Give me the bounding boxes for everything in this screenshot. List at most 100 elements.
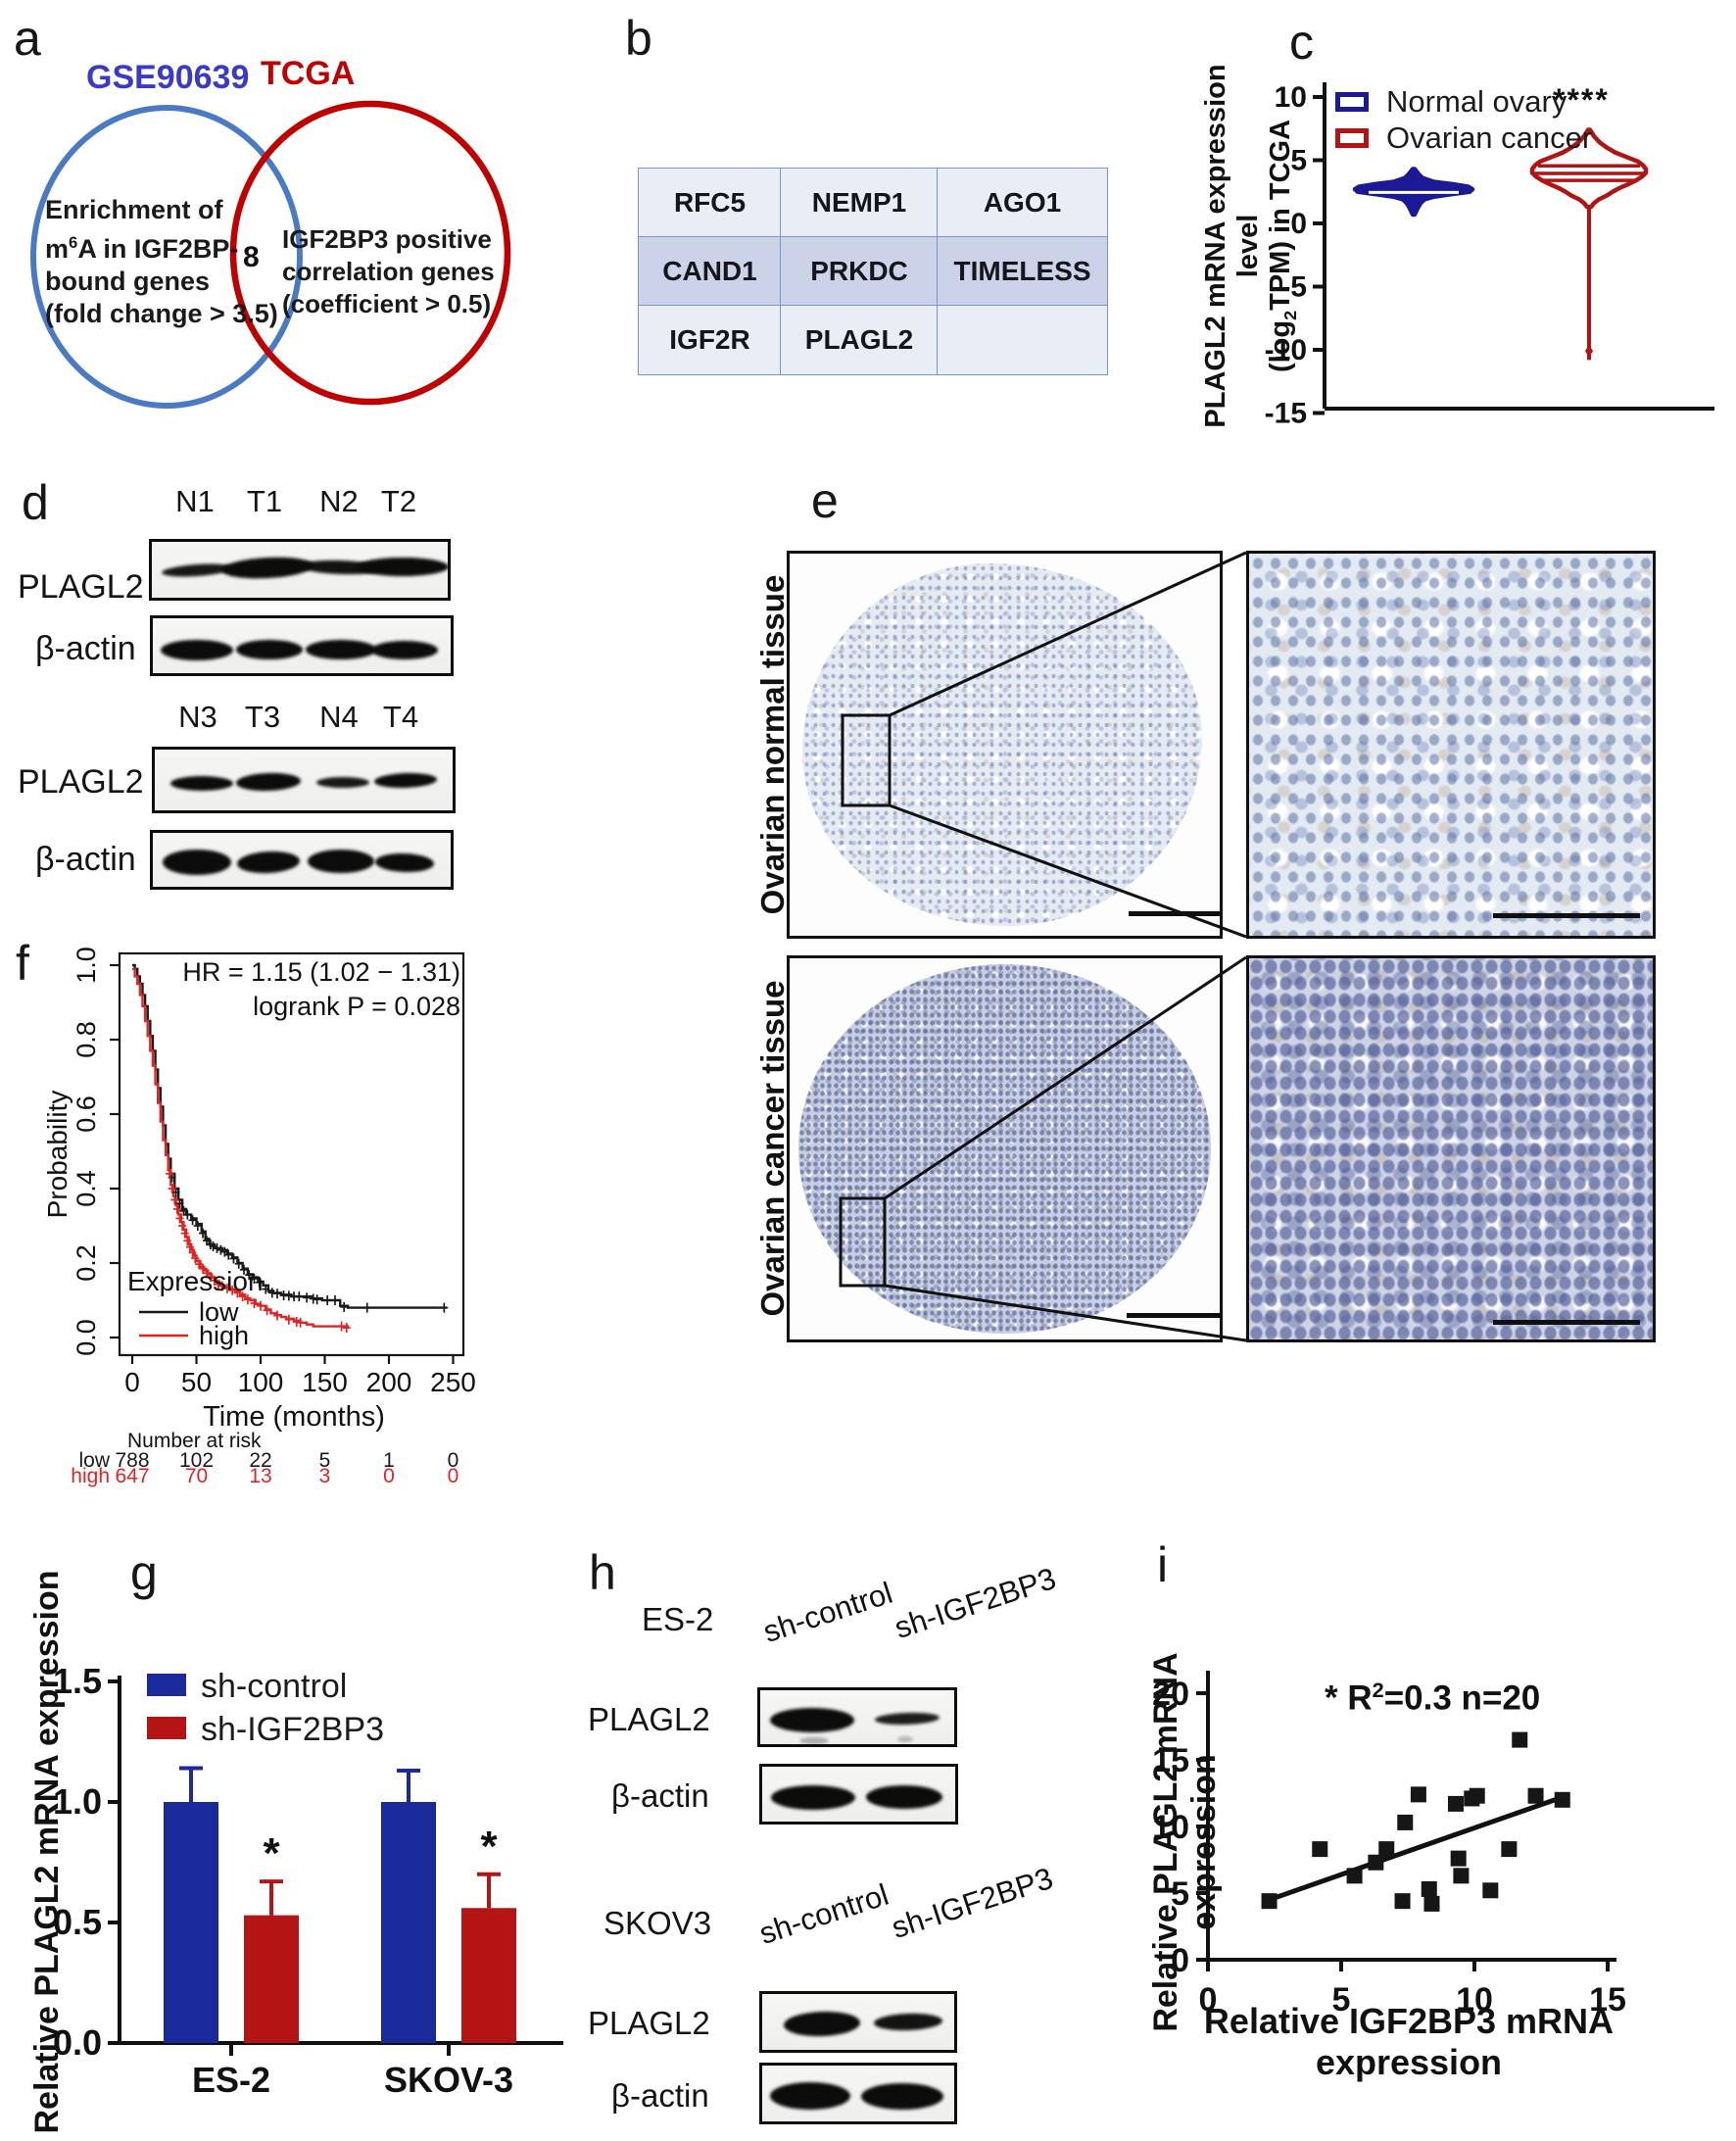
wb-band — [236, 850, 301, 875]
wb-band — [308, 850, 374, 873]
scatter-point — [1554, 1791, 1570, 1808]
wb-band — [771, 1784, 855, 1810]
svg-text:-10: -10 — [1265, 334, 1307, 366]
scatter-plot: 0 5 10 15 20 0 5 10 15 — [1152, 1671, 1626, 2019]
gene-cell: PLAGL2 — [780, 305, 939, 375]
panel-letter-h: h — [589, 1545, 616, 1600]
km-legend-label-low: low — [199, 1297, 239, 1327]
wb-band — [873, 2012, 943, 2031]
svg-text:0: 0 — [448, 1449, 459, 1472]
svg-text:10: 10 — [1275, 81, 1307, 114]
svg-text:0: 0 — [383, 1465, 395, 1487]
svg-text:1.5: 1.5 — [53, 1661, 102, 1701]
svg-text:ES-2: ES-2 — [192, 2060, 270, 2100]
wb-membrane — [150, 615, 454, 676]
svg-text:*: * — [480, 1823, 498, 1871]
scale-bar — [1493, 1320, 1640, 1325]
svg-text:0.2: 0.2 — [72, 1244, 101, 1282]
svg-text:250: 250 — [430, 1367, 476, 1397]
svg-text:0.8: 0.8 — [72, 1021, 101, 1058]
cell-line-label-skov3: SKOV3 — [603, 1905, 712, 1941]
svg-text:-15: -15 — [1265, 398, 1307, 430]
wb-membrane — [150, 830, 454, 890]
svg-text:low: low — [78, 1449, 110, 1472]
wb-band — [163, 850, 231, 875]
ihc-image-normal-core — [787, 551, 1223, 939]
svg-text:0: 0 — [1171, 1942, 1189, 1979]
wb-membrane — [759, 2063, 957, 2124]
svg-text:70: 70 — [185, 1465, 208, 1487]
lane-label-sh-igf2bp3: sh-IGF2BP3 — [887, 1861, 1057, 1946]
km-x-axis-label: Time (months) — [203, 1401, 385, 1433]
svg-text:788: 788 — [115, 1449, 149, 1472]
wb-band — [770, 2082, 850, 2110]
svg-text:1: 1 — [383, 1449, 395, 1472]
wb-band — [161, 639, 233, 660]
venn-left-text: Enrichment of m6A in IGF2BP- bound genes… — [45, 195, 278, 328]
panel-letter-f: f — [16, 936, 29, 991]
svg-text:0.0: 0.0 — [53, 2022, 102, 2063]
legend-swatch-ovarian-cancer — [1335, 128, 1369, 148]
ihc-image-normal-zoom — [1246, 551, 1656, 939]
panel-letter-g: g — [130, 1545, 158, 1600]
scatter-point — [1512, 1731, 1528, 1748]
legend-label-sh-control: sh-control — [201, 1668, 348, 1705]
svg-text:100: 100 — [238, 1367, 284, 1397]
svg-text:22: 22 — [249, 1449, 271, 1472]
wb-band — [783, 2010, 861, 2037]
scatter-point — [1261, 1893, 1278, 1910]
scale-bar — [1129, 911, 1223, 916]
svg-text:high: high — [71, 1465, 110, 1487]
wb-row-label-bactin: β-actin — [611, 2077, 709, 2114]
panel-letter-a: a — [14, 11, 41, 66]
tissue-core-normal — [802, 562, 1203, 927]
venn-circle-right — [229, 100, 511, 406]
legend-label-normal-ovary: Normal ovary — [1386, 84, 1567, 119]
svg-text:0.4: 0.4 — [72, 1170, 101, 1207]
scale-bar — [1493, 913, 1640, 918]
svg-text:5: 5 — [1290, 145, 1307, 177]
scatter-annotation: * R2=0.3 n=20 — [1325, 1678, 1541, 1718]
gene-cell — [937, 305, 1108, 375]
wb-band — [357, 557, 448, 576]
scatter-point — [1346, 1868, 1363, 1884]
svg-text:20: 20 — [1152, 1676, 1189, 1713]
violin-ovarian-cancer — [1529, 127, 1649, 210]
scatter-point — [1527, 1787, 1544, 1804]
svg-text:0: 0 — [1199, 1981, 1218, 2019]
panel-letter-c: c — [1289, 15, 1314, 70]
scatter-x-axis-label: Relative IGF2BP3 mRNA expression — [1203, 2001, 1615, 2082]
legend-label-ovarian-cancer: Ovarian cancer — [1386, 121, 1593, 155]
wb-band — [373, 771, 438, 789]
scatter-point — [1453, 1868, 1470, 1884]
wb-row-label-bactin: β-actin — [35, 841, 136, 878]
bar-sh-control-ES-2 — [164, 1802, 218, 2043]
lane-label-sh-igf2bp3: sh-IGF2BP3 — [890, 1561, 1060, 1646]
scatter-point — [1397, 1814, 1414, 1830]
venn-left-set-label: GSE90639 — [86, 59, 250, 96]
bar-sh-IGF2BP3-ES-2 — [244, 1915, 299, 2043]
gene-cell: IGF2R — [638, 305, 782, 375]
panel-letter-d: d — [22, 475, 49, 530]
wb-band — [306, 640, 376, 659]
violin-plot: 10 5 0 -5 -10 -15 — [1265, 81, 1714, 430]
gene-cell: AGO1 — [937, 168, 1108, 238]
gene-cell: CAND1 — [638, 236, 782, 307]
cell-line-label-es2: ES-2 — [642, 1601, 714, 1637]
wb-band — [371, 640, 438, 659]
lane-label-n2: N2 — [319, 484, 359, 518]
venn-diagram — [30, 100, 511, 409]
gene-table: RFC5 NEMP1 AGO1 CAND1 PRKDC TIMELESS IGF… — [638, 168, 1108, 375]
lane-label-t1: T1 — [246, 484, 283, 518]
wb-band — [861, 2082, 943, 2110]
lane-label-t2: T2 — [380, 484, 417, 518]
svg-text:1.0: 1.0 — [72, 947, 101, 984]
svg-text:13: 13 — [249, 1465, 271, 1487]
gene-cell: PRKDC — [780, 236, 939, 307]
wb-band — [770, 1707, 854, 1732]
ihc-image-cancer-core — [787, 955, 1223, 1342]
svg-text:0.0: 0.0 — [72, 1319, 101, 1356]
lane-label-t4: T4 — [382, 700, 419, 734]
legend-label-sh-igf2bp3: sh-IGF2BP3 — [201, 1711, 385, 1748]
gene-cell: NEMP1 — [780, 168, 939, 238]
